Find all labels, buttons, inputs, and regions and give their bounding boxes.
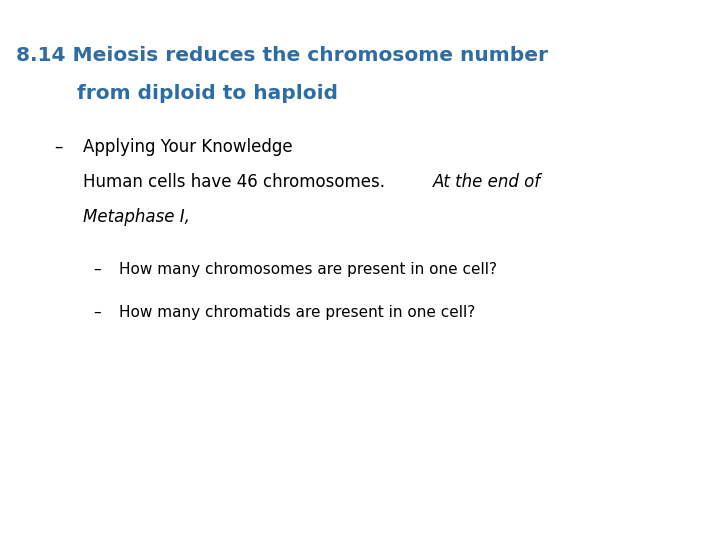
Text: How many chromosomes are present in one cell?: How many chromosomes are present in one … [119, 262, 497, 277]
Text: 8.14 Meiosis reduces the chromosome number: 8.14 Meiosis reduces the chromosome numb… [16, 46, 548, 65]
Text: At the end of: At the end of [433, 173, 541, 191]
Text: –: – [94, 305, 102, 320]
Text: Applying Your Knowledge: Applying Your Knowledge [83, 138, 292, 156]
Text: from diploid to haploid: from diploid to haploid [77, 84, 338, 103]
Text: –: – [94, 262, 102, 277]
Text: How many chromatids are present in one cell?: How many chromatids are present in one c… [119, 305, 475, 320]
Text: –: – [54, 138, 63, 156]
Text: Metaphase I,: Metaphase I, [83, 208, 189, 226]
Text: Human cells have 46 chromosomes.: Human cells have 46 chromosomes. [83, 173, 390, 191]
